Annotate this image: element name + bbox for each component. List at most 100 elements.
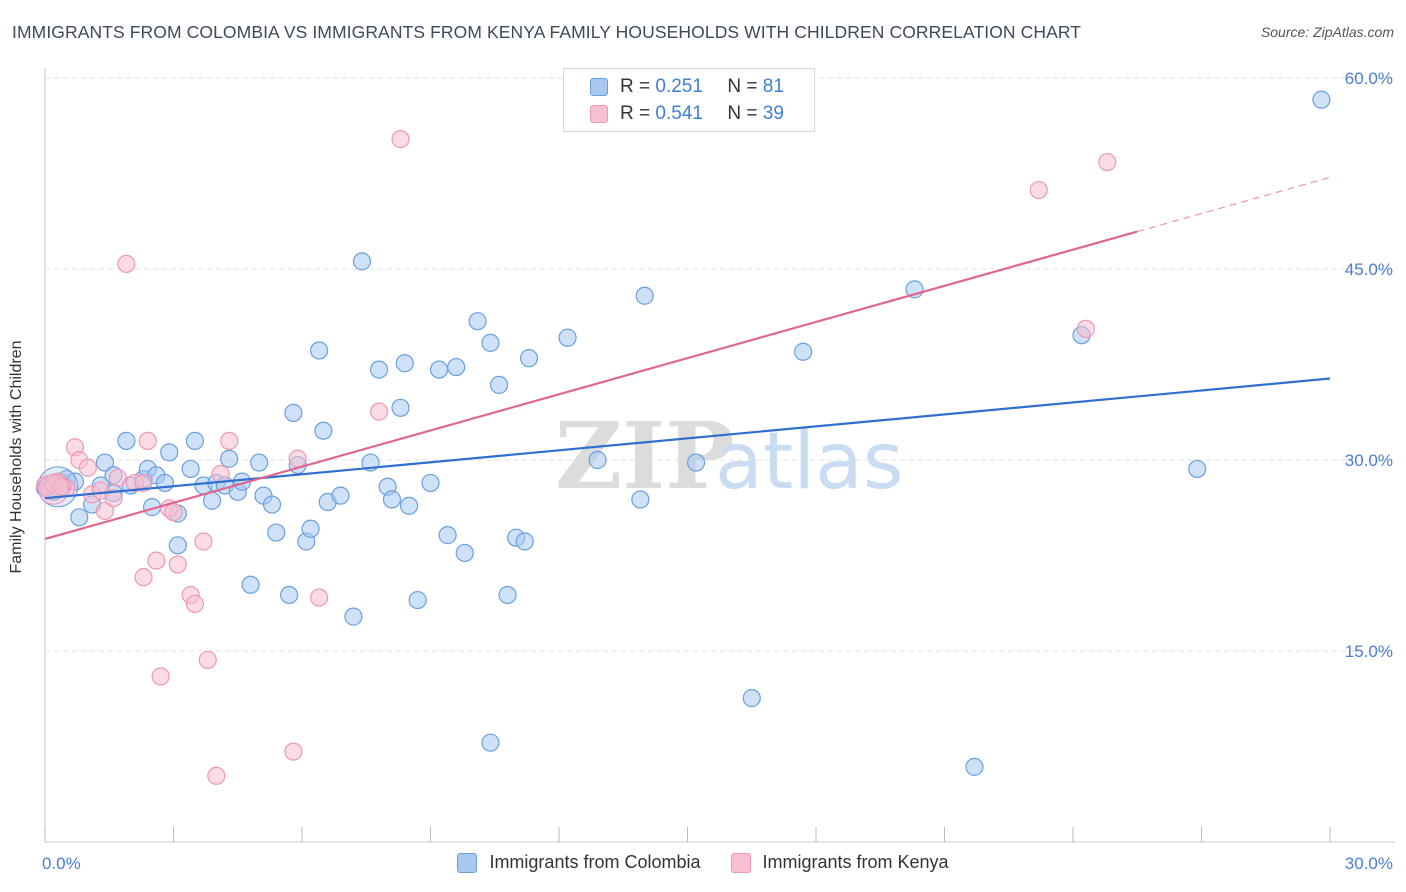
colombia-point <box>220 449 239 468</box>
colombia-point <box>438 526 457 545</box>
trend-line-kenya-extension <box>1137 176 1331 233</box>
colombia-point <box>408 590 427 610</box>
legend-item-colombia[interactable]: Immigrants from Colombia <box>457 852 701 873</box>
y-tick-label: 45.0% <box>1345 260 1393 279</box>
colombia-point <box>519 349 539 368</box>
chart-title: IMMIGRANTS FROM COLOMBIA VS IMMIGRANTS F… <box>12 22 1082 42</box>
colombia-point <box>241 575 260 594</box>
colombia-point <box>250 453 269 472</box>
n-value-kenya: 39 <box>762 103 784 124</box>
r-label: R = <box>620 103 651 124</box>
colombia-point <box>468 312 487 331</box>
y-tick-label: 30.0% <box>1345 451 1393 470</box>
colombia-point <box>267 523 286 542</box>
colombia-point <box>117 431 136 450</box>
colombia-point <box>331 486 350 505</box>
kenya-point <box>1029 180 1048 200</box>
colombia-point <box>185 431 205 450</box>
colombia-point <box>202 491 222 510</box>
x-tick-label: 0.0% <box>42 854 81 873</box>
watermark-atlas: atlas <box>715 417 904 507</box>
kenya-point <box>288 449 307 468</box>
tick-labels: 15.0% 30.0% 45.0% 60.0% 0.0% 30.0% <box>42 69 1393 873</box>
series-legend: Immigrants from Colombia Immigrants from… <box>0 852 1406 873</box>
n-value-colombia: 81 <box>762 76 784 97</box>
colombia-point <box>447 357 466 377</box>
colombia-point <box>95 453 115 472</box>
kenya-point <box>104 489 123 508</box>
colombia-point <box>301 519 320 538</box>
kenya-point <box>1076 319 1095 338</box>
colombia-point <box>489 375 509 394</box>
kenya-point <box>108 468 127 487</box>
colombia-point <box>262 495 282 514</box>
x-tick-label: 30.0% <box>1345 854 1393 873</box>
watermark: ZIP atlas <box>555 402 904 510</box>
colombia-point <box>421 473 440 493</box>
colombia-point <box>742 689 761 708</box>
kenya-point <box>164 503 183 522</box>
colombia-point <box>429 360 449 379</box>
colombia-point <box>382 490 402 509</box>
legend-label-kenya: Immigrants from Kenya <box>762 852 949 872</box>
colombia-point <box>370 360 389 379</box>
legend-row-kenya: R = 0.541 N = 39 <box>590 101 784 127</box>
colombia-point <box>588 450 607 470</box>
colombia-point <box>181 459 200 479</box>
colombia-point <box>344 607 363 626</box>
kenya-point <box>134 473 153 493</box>
kenya-point <box>211 464 230 484</box>
legend-row-colombia: R = 0.251 N = 81 <box>590 74 784 100</box>
colombia-point <box>686 453 706 472</box>
colombia-point <box>1312 90 1331 109</box>
source-label: Source: ZipAtlas.com <box>1260 24 1394 40</box>
series-kenya-points <box>35 130 1117 785</box>
kenya-cluster-point <box>38 473 70 505</box>
kenya-point <box>95 501 115 521</box>
legend-label-colombia: Immigrants from Colombia <box>489 852 701 872</box>
kenya-point <box>207 766 226 785</box>
kenya-point <box>151 667 170 686</box>
colombia-point <box>455 543 474 563</box>
colombia-point <box>310 341 329 360</box>
colombia-point <box>391 398 410 417</box>
kenya-point <box>138 431 157 450</box>
colombia-point <box>160 443 179 462</box>
kenya-point <box>391 130 410 149</box>
grid-lines <box>45 77 1395 652</box>
colombia-point <box>280 585 299 605</box>
colombia-point <box>1188 459 1207 479</box>
trend-lines <box>44 176 1331 541</box>
kenya-point <box>147 551 166 570</box>
kenya-point <box>284 742 303 761</box>
colombia-point <box>515 532 534 551</box>
colombia-swatch <box>590 78 608 96</box>
kenya-point <box>220 431 239 450</box>
correlation-legend: R = 0.251 N = 81 R = 0.541 N = 39 <box>563 68 815 132</box>
y-tick-label: 60.0% <box>1345 69 1393 88</box>
kenya-legend-swatch <box>730 852 751 873</box>
colombia-point <box>498 585 517 605</box>
r-label: R = <box>620 76 651 97</box>
kenya-point <box>134 568 153 587</box>
axes <box>44 68 1395 843</box>
colombia-point <box>635 286 654 305</box>
colombia-point <box>70 508 89 527</box>
kenya-point <box>168 555 187 574</box>
colombia-point <box>481 333 500 352</box>
kenya-point <box>198 650 217 670</box>
colombia-legend-swatch <box>457 852 478 873</box>
colombia-point <box>168 536 187 555</box>
colombia-point <box>965 757 984 776</box>
kenya-point <box>1098 152 1117 172</box>
kenya-point <box>310 588 329 607</box>
colombia-point <box>284 403 303 422</box>
colombia-point <box>314 421 333 440</box>
trend-line-kenya <box>44 230 1138 541</box>
colombia-point <box>794 342 813 361</box>
colombia-point <box>352 252 372 271</box>
legend-item-kenya[interactable]: Immigrants from Kenya <box>730 852 949 873</box>
kenya-point <box>185 594 205 613</box>
r-value-colombia: 0.251 <box>655 76 703 97</box>
